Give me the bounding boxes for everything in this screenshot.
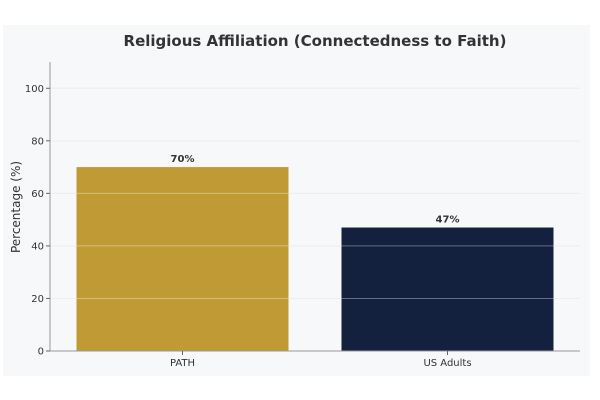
bar-path [76,167,289,351]
y-tick-label: 40 [31,241,44,252]
x-tick-label: PATH [170,358,195,369]
data-label: 47% [436,215,460,226]
data-label: 70% [171,154,195,165]
axes [49,62,580,352]
y-tick-label: 80 [31,136,44,147]
y-tick-label: 60 [31,189,44,200]
x-ticks: PATH US Adults [170,351,472,369]
bar-us-adults [341,227,554,351]
x-tick-label: US Adults [423,358,471,369]
chart-title: Religious Affiliation (Connectedness to … [124,32,507,50]
y-tick-label: 100 [25,84,44,95]
bars [76,167,554,351]
data-labels: 70% 47% [171,154,460,225]
y-tick-label: 0 [38,347,44,358]
y-tick-label: 20 [31,294,44,305]
bar-gridline-overlay [50,87,580,299]
y-axis-label: Percentage (%) [9,161,23,253]
y-ticks: 0 20 40 60 80 100 [25,84,50,358]
